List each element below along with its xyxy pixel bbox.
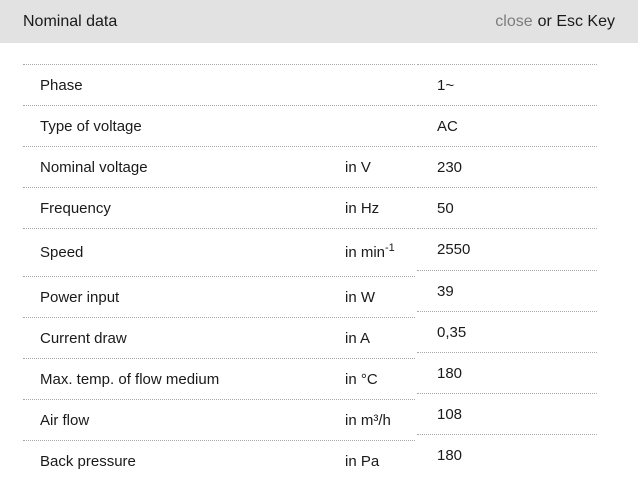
row-value: 180 bbox=[437, 446, 463, 464]
row-unit-text: in W bbox=[345, 288, 375, 306]
row-unit: in Pa bbox=[345, 453, 379, 470]
dialog-title: Nominal data bbox=[23, 12, 118, 30]
row-unit-text: in Pa bbox=[345, 452, 380, 470]
row-label: Frequency bbox=[40, 199, 111, 217]
close-link[interactable]: close bbox=[495, 12, 533, 30]
table-value-row: 50 bbox=[417, 187, 597, 228]
row-value: 50 bbox=[437, 199, 454, 217]
table-row: Phase bbox=[23, 64, 415, 105]
row-unit: in °C bbox=[345, 371, 378, 388]
row-label: Phase bbox=[40, 76, 83, 94]
row-unit: in W bbox=[345, 289, 375, 306]
row-value: 39 bbox=[437, 282, 454, 300]
table-value-row: AC bbox=[417, 105, 597, 146]
row-unit-text: in m³/h bbox=[345, 411, 391, 429]
table-value-row: 230 bbox=[417, 146, 597, 187]
values-column: 1~ AC 230 50 2550 39 0,35 180 108 180 bbox=[417, 64, 597, 475]
row-unit-text: in °C bbox=[345, 370, 378, 388]
row-value: 2550 bbox=[437, 241, 471, 258]
row-label: Type of voltage bbox=[40, 117, 142, 135]
row-label: Speed bbox=[40, 244, 84, 261]
row-value: 1~ bbox=[437, 76, 455, 94]
esc-key-hint: or Esc Key bbox=[537, 12, 615, 30]
row-unit-exponent: -1 bbox=[385, 242, 395, 254]
row-unit-text: in Hz bbox=[345, 199, 380, 217]
row-value: 108 bbox=[437, 405, 463, 423]
row-unit: in A bbox=[345, 330, 370, 347]
table-row: Nominal voltage in V bbox=[23, 146, 415, 187]
table-row: Back pressure in Pa bbox=[23, 440, 415, 481]
table-row: Power input in W bbox=[23, 276, 415, 317]
row-label: Back pressure bbox=[40, 452, 136, 470]
table-value-row: 2550 bbox=[417, 228, 597, 270]
row-unit-text: in V bbox=[345, 158, 371, 176]
row-label: Power input bbox=[40, 288, 120, 306]
table-row: Frequency in Hz bbox=[23, 187, 415, 228]
row-value: 180 bbox=[437, 364, 463, 382]
row-unit: in min-1 bbox=[345, 242, 395, 262]
table-value-row: 180 bbox=[417, 352, 597, 393]
row-label: Current draw bbox=[40, 329, 127, 347]
row-label: Max. temp. of flow medium bbox=[40, 370, 220, 388]
row-label: Nominal voltage bbox=[40, 158, 148, 176]
table-row: Type of voltage bbox=[23, 105, 415, 146]
row-unit: in V bbox=[345, 159, 371, 176]
row-unit: in m³/h bbox=[345, 412, 391, 429]
table-row: Current draw in A bbox=[23, 317, 415, 358]
table-row: Max. temp. of flow medium in °C bbox=[23, 358, 415, 399]
row-value: AC bbox=[437, 117, 458, 135]
table-value-row: 108 bbox=[417, 393, 597, 434]
table-value-row: 39 bbox=[417, 270, 597, 311]
row-unit: in Hz bbox=[345, 200, 379, 217]
table-row: Air flow in m³/h bbox=[23, 399, 415, 440]
table-value-row: 1~ bbox=[417, 64, 597, 105]
row-value: 230 bbox=[437, 158, 463, 176]
table-value-row: 180 bbox=[417, 434, 597, 475]
labels-units-column: Phase Type of voltage Nominal voltage in V F… bbox=[23, 64, 415, 481]
dialog-header: Nominal data close or Esc Key bbox=[0, 0, 638, 43]
row-unit-text: in A bbox=[345, 329, 371, 347]
table-row: Speed in min-1 bbox=[23, 228, 415, 276]
row-label: Air flow bbox=[40, 411, 90, 429]
row-value: 0,35 bbox=[437, 323, 467, 341]
close-area: close or Esc Key bbox=[495, 13, 615, 31]
table-value-row: 0,35 bbox=[417, 311, 597, 352]
row-unit-text: in min bbox=[345, 244, 386, 261]
